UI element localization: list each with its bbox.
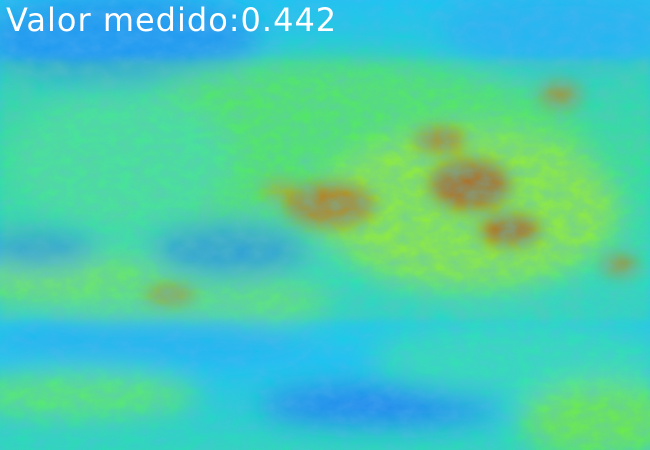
measured-value-number: 0.442	[240, 1, 338, 39]
measured-value-caption: Valor medido:0.442	[6, 0, 337, 40]
measured-value-label: Valor medido:	[6, 1, 241, 39]
